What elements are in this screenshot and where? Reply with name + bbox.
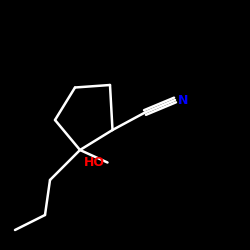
Text: HO: HO <box>84 156 105 169</box>
Text: N: N <box>178 94 188 106</box>
